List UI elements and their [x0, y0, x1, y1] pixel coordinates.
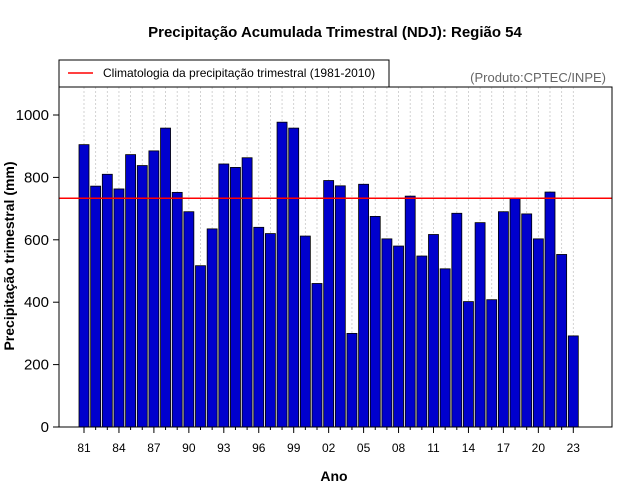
- x-tick-label: 17: [497, 441, 511, 455]
- bar-2015: [474, 222, 486, 428]
- legend: Climatologia da precipitação trimestral …: [58, 59, 390, 88]
- bar-2009: [404, 195, 416, 428]
- bar-2021: [544, 191, 556, 428]
- bar-2002: [323, 180, 335, 428]
- x-axis-label: Ano: [320, 468, 347, 484]
- bar-2022: [556, 254, 568, 428]
- bar-2020: [532, 238, 544, 428]
- bar-1993: [218, 163, 230, 428]
- x-tick-label: 90: [182, 441, 196, 455]
- bar-1998: [276, 121, 288, 428]
- source-note: (Produto:CPTEC/INPE): [470, 70, 606, 85]
- bar-2011: [428, 234, 439, 428]
- x-axis: 81 84 87 90 93 96 99 02 05 08 11 14 17 20 23: [77, 427, 580, 455]
- bar-1983: [101, 173, 113, 428]
- bar-2018: [509, 198, 521, 428]
- bar-2014: [463, 301, 474, 428]
- bar-1988: [160, 127, 171, 428]
- x-tick-label: 81: [77, 441, 91, 455]
- bar-1992: [206, 228, 218, 428]
- y-tick-label: 200: [24, 357, 49, 374]
- bar-1986: [136, 165, 148, 428]
- x-tick-label: 87: [147, 441, 161, 455]
- y-tick-label: 600: [24, 232, 49, 249]
- x-tick-label: 05: [357, 441, 371, 455]
- x-tick-label: 14: [462, 441, 476, 455]
- y-tick-label: 800: [24, 169, 49, 186]
- x-tick-label: 08: [392, 441, 406, 455]
- y-tick-label: 400: [24, 294, 49, 311]
- bar-2023: [567, 335, 579, 428]
- bar-2007: [381, 238, 393, 428]
- chart-title: Precipitação Acumulada Trimestral (NDJ):…: [148, 24, 522, 41]
- bar-2016: [486, 299, 498, 428]
- x-tick-label: 84: [112, 441, 126, 455]
- bar-2012: [439, 268, 451, 428]
- legend-box: [58, 59, 390, 88]
- bar-2003: [334, 185, 346, 428]
- bar-2001: [311, 283, 323, 428]
- bar-2006: [369, 215, 381, 428]
- bar-2000: [299, 235, 311, 428]
- x-tick-label: 99: [287, 441, 301, 455]
- x-tick-label: 02: [322, 441, 336, 455]
- bar-2019: [521, 213, 533, 428]
- bars: [78, 121, 579, 428]
- bar-1985: [125, 154, 136, 428]
- y-axis-label: Precipitação trimestral (mm): [1, 161, 17, 350]
- legend-label: Climatologia da precipitação trimestral …: [103, 66, 375, 80]
- bar-1982: [90, 185, 102, 428]
- bar-1991: [195, 265, 206, 428]
- bar-2010: [416, 255, 428, 428]
- y-tick-label: 1000: [16, 107, 49, 124]
- x-tick-label: 23: [567, 441, 581, 455]
- bar-1987: [148, 150, 160, 428]
- bar-1981: [78, 144, 90, 428]
- bar-1996: [253, 226, 265, 428]
- bar-1989: [171, 191, 183, 428]
- x-tick-label: 11: [427, 441, 440, 455]
- bar-1997: [264, 233, 276, 428]
- y-tick-label: 0: [41, 419, 49, 436]
- bar-2004: [346, 332, 358, 428]
- bar-1999: [288, 127, 300, 428]
- bar-2008: [393, 245, 404, 428]
- bar-2013: [451, 212, 463, 428]
- bar-2017: [497, 211, 509, 428]
- x-tick-label: 96: [252, 441, 266, 455]
- y-axis: 0 200 400 600 800 1000: [16, 107, 59, 436]
- x-tick-label: 93: [217, 441, 231, 455]
- bar-1994: [230, 167, 241, 428]
- bar-1990: [183, 211, 195, 428]
- bar-1984: [113, 188, 125, 428]
- bar-2005: [358, 183, 370, 428]
- x-tick-label: 20: [532, 441, 546, 455]
